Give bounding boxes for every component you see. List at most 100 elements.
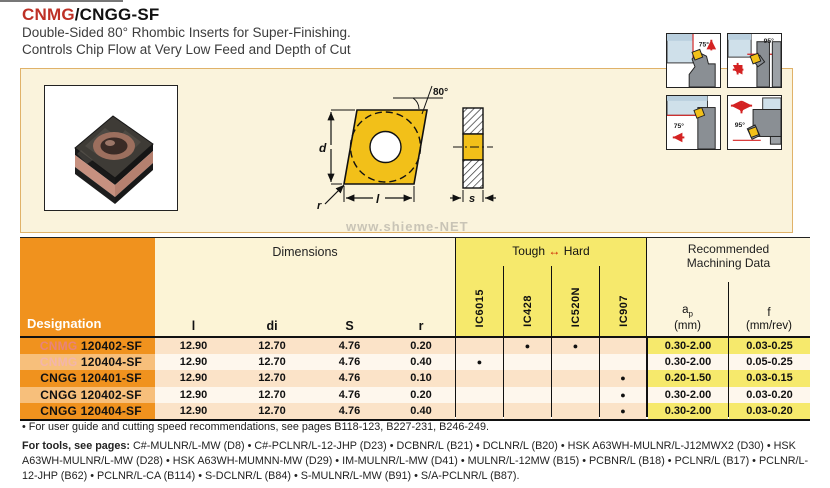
grade-dot-ic907: ● — [600, 402, 646, 419]
grade-header-ic520n: IC520N — [570, 286, 582, 327]
insert-photo-graphic — [74, 115, 154, 204]
user-guide-note: • For user guide and cutting speed recom… — [22, 421, 489, 433]
col-header-r: r — [418, 319, 424, 333]
table-row: CNGG 120402-SF 12.90 12.70 4.76 0.20 ● 0… — [20, 386, 810, 403]
machining-column-separator — [728, 282, 729, 417]
designation-prefix: CNGG — [40, 387, 78, 402]
designation-cell: CNGG 120404-SF — [20, 402, 155, 419]
grade-header-ic428: IC428 — [522, 295, 534, 327]
l-value-cell: 12.90 — [155, 402, 232, 419]
l-value-cell: 12.90 — [155, 370, 232, 387]
section-separator-left — [455, 336, 457, 417]
watermark: www.shieme-NET — [346, 219, 469, 234]
f-column-header: f (mm/rev) — [746, 307, 792, 332]
grade-dot-ic520n: ● — [552, 338, 599, 355]
grade-dot-ic428 — [504, 386, 551, 403]
insert-dimension-graphic: 80° d l r s — [317, 85, 496, 212]
designation-suffix: 120402-SF — [77, 387, 142, 402]
f-value-cell: 0.03-0.20 — [729, 402, 810, 419]
grade-separator-1 — [503, 266, 504, 417]
designation-cell: CNGG 120401-SF — [20, 370, 155, 387]
designation-suffix: 120401-SF — [77, 371, 142, 386]
r-value-cell: 0.10 — [387, 370, 455, 387]
tough-hard-arrow-icon: ↔ — [548, 244, 561, 258]
dimensions-header-label: Dimensions — [272, 245, 338, 259]
application-diagram-turning-75: 75° — [666, 33, 721, 88]
f-value-cell: 0.03-0.20 — [729, 386, 810, 403]
dimensions-header-cell: Dimensions l di S r — [155, 238, 455, 336]
application-diagram-profiling-95: 95° — [727, 95, 782, 150]
designation-header-cell: Designation — [20, 238, 155, 336]
designation-cell: CNMG 120402-SF — [20, 338, 155, 355]
subtitle-line-1: Double-Sided 80° Rhombic Inserts for Sup… — [22, 25, 351, 40]
tools-reference-label: For tools, see pages: — [22, 440, 130, 452]
di-value-cell: 12.70 — [232, 354, 312, 371]
grade-dot-ic520n — [552, 402, 599, 419]
insert-dimension-drawing: 80° d l r s — [295, 82, 510, 219]
scan-artifact-line — [0, 0, 123, 2]
grade-separator-2 — [551, 266, 552, 417]
designation-header-label: Designation — [27, 316, 102, 331]
diagram-angle-label: 95° — [735, 121, 745, 129]
ap-value-cell: 0.20-1.50 — [648, 370, 728, 387]
table-row: CNGG 120401-SF 12.90 12.70 4.76 0.10 ● 0… — [20, 370, 810, 387]
l-value-cell: 12.90 — [155, 338, 232, 355]
designation-suffix: 120404-SF — [77, 403, 142, 418]
ap-column-header: ap (mm) — [674, 303, 701, 332]
tough-hard-label: Tough ↔ Hard — [456, 244, 646, 258]
r-value-cell: 0.40 — [387, 354, 455, 371]
ap-value-cell: 0.30-2.00 — [648, 338, 728, 355]
designation-prefix: CNGG — [40, 371, 78, 386]
ap-value-cell: 0.30-2.00 — [648, 402, 728, 419]
machining-header-line1: Recommended — [687, 242, 770, 256]
grade-dot-ic6015 — [456, 386, 503, 403]
application-diagram-turning-75-left: 75° — [666, 95, 721, 150]
di-value-cell: 12.70 — [232, 370, 312, 387]
machining-header-line2: Machining Data — [686, 256, 771, 270]
diagram-angle-label: 75° — [674, 122, 684, 130]
insert-photo — [44, 85, 178, 211]
tough-label: Tough — [512, 244, 545, 258]
angle-label: 80° — [433, 87, 448, 98]
r-value-cell: 0.20 — [387, 338, 455, 355]
di-value-cell: 12.70 — [232, 338, 312, 355]
grade-header-ic6015: IC6015 — [474, 288, 486, 327]
page-title-suffix: /CNGG-SF — [74, 5, 160, 24]
grade-dot-ic6015: ● — [456, 354, 503, 371]
header-underline — [20, 336, 810, 338]
table-row: CNGG 120404-SF 12.90 12.70 4.76 0.40 ● 0… — [20, 402, 810, 419]
s-value-cell: 4.76 — [312, 354, 387, 371]
grade-dot-ic520n — [552, 370, 599, 387]
subtitle-line-2: Controls Chip Flow at Very Low Feed and … — [22, 42, 351, 57]
di-value-cell: 12.70 — [232, 402, 312, 419]
s-dimension-label: s — [469, 193, 475, 205]
designation-cell: CNGG 120402-SF — [20, 386, 155, 403]
tools-reference: For tools, see pages: C#-MULNR/L-MW (D8)… — [22, 439, 810, 484]
grade-dot-ic6015 — [456, 370, 503, 387]
grade-dot-ic907 — [600, 354, 646, 371]
s-value-cell: 4.76 — [312, 338, 387, 355]
col-header-di: di — [266, 319, 278, 333]
grade-dot-ic907 — [600, 338, 646, 355]
f-value-cell: 0.03-0.25 — [729, 338, 810, 355]
tools-reference-list: C#-MULNR/L-MW (D8) • C#-PCLNR/L-12-JHP (… — [22, 440, 809, 482]
grade-dot-ic428 — [504, 354, 551, 371]
l-value-cell: 12.90 — [155, 354, 232, 371]
s-value-cell: 4.76 — [312, 370, 387, 387]
machining-header-label: Recommended Machining Data — [647, 242, 810, 270]
f-value-cell: 0.03-0.15 — [729, 370, 810, 387]
grade-dot-ic907: ● — [600, 386, 646, 403]
grade-dot-ic428 — [504, 402, 551, 419]
hard-label: Hard — [563, 244, 590, 258]
s-value-cell: 4.76 — [312, 402, 387, 419]
diagram-angle-label: 95° — [764, 37, 774, 45]
table-row: CNMG 120402-SF 12.90 12.70 4.76 0.20 ● ●… — [20, 338, 810, 355]
grade-dot-ic907: ● — [600, 370, 646, 387]
s-value-cell: 4.76 — [312, 386, 387, 403]
page-title: CNMG/CNGG-SF — [22, 5, 159, 25]
grade-dot-ic428 — [504, 370, 551, 387]
designation-prefix: CNMG — [39, 339, 78, 353]
insert-table: Designation Dimensions l di S r Tough ↔ … — [20, 237, 810, 421]
section-separator-right — [646, 336, 648, 417]
designation-prefix: CNMG — [39, 355, 78, 370]
